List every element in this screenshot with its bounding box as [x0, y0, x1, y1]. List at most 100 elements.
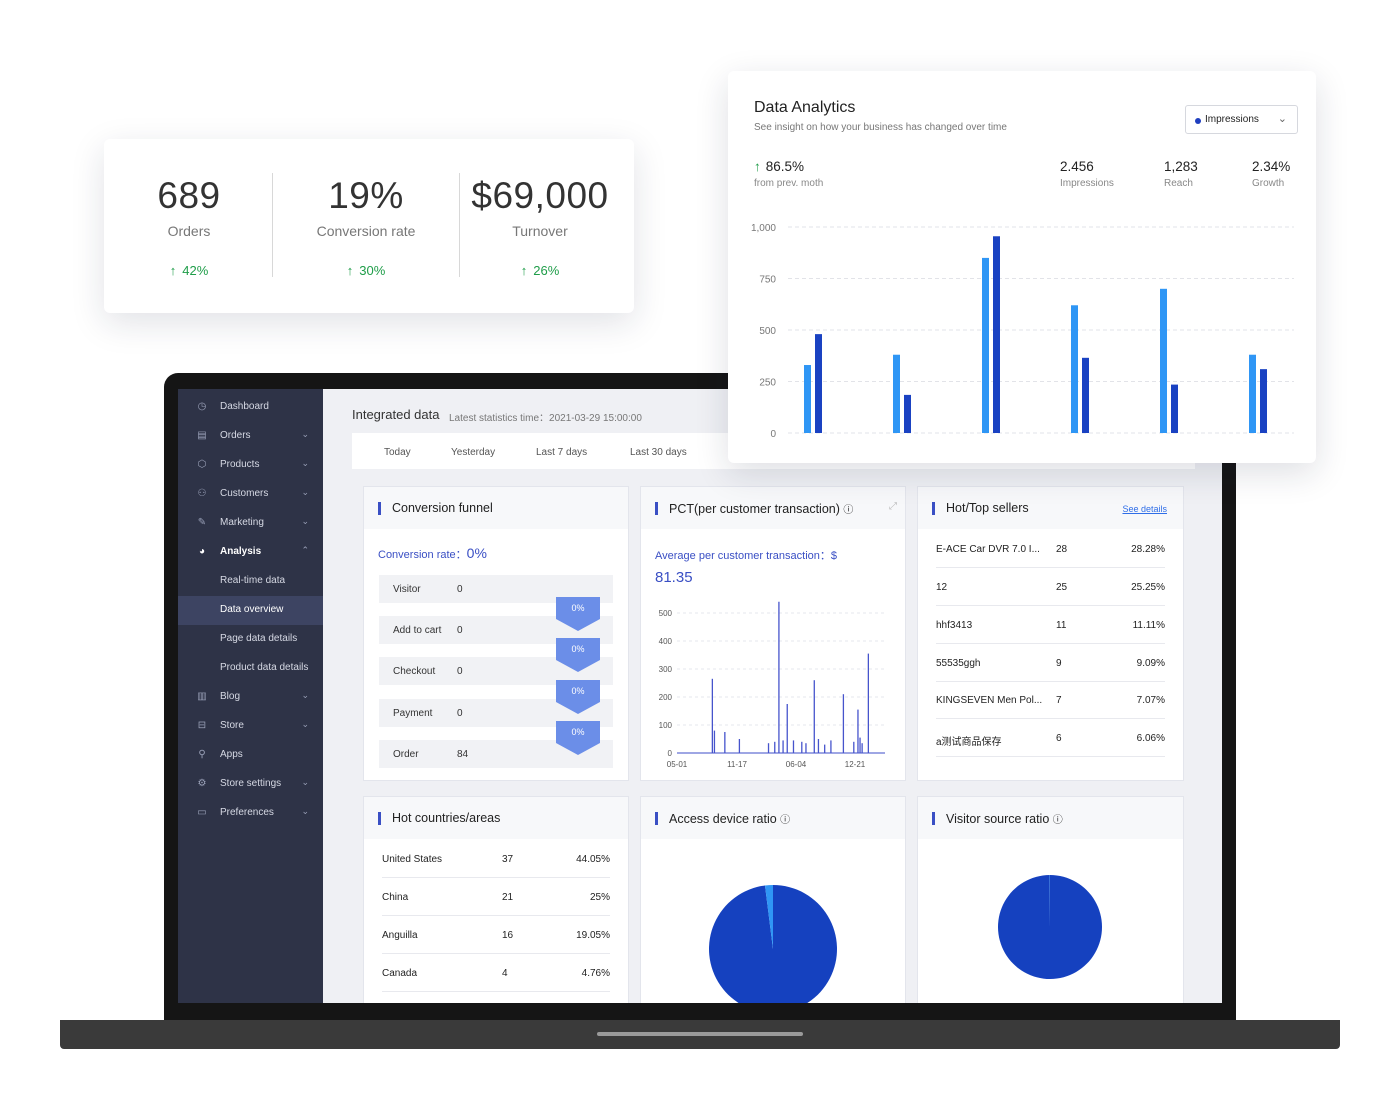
panel-header: Visitor source ratio ⓘ: [918, 797, 1183, 839]
table-row: United States 37 44.05%: [382, 840, 610, 878]
analytics-bar-chart: 0 250 500 750 1,000: [751, 223, 1294, 440]
sidebar-item-store-settings[interactable]: ⚙ Store settings ⌄: [178, 770, 323, 799]
visitor-source-panel: Visitor source ratio ⓘ: [917, 796, 1184, 1003]
divider: [459, 173, 460, 277]
panel-title: Hot countries/areas: [392, 811, 501, 825]
gear-icon: ⚙: [197, 778, 207, 789]
tab-last-7-days[interactable]: Last 7 days: [536, 447, 588, 458]
sidebar-item-label: Products: [220, 459, 260, 470]
sidebar-item-label: Page data details: [220, 633, 298, 644]
sidebar-item-real-time-data[interactable]: Real-time data: [178, 567, 323, 596]
panel-title: PCT(per customer transaction) ⓘ: [669, 502, 854, 516]
sidebar-item-products[interactable]: ⬡ Products ⌄: [178, 451, 323, 480]
stat-label: Conversion rate: [316, 223, 416, 239]
tab-today[interactable]: Today: [384, 447, 411, 458]
wrench-icon: ⚲: [198, 749, 206, 760]
chevron-down-icon: ⌄: [301, 487, 309, 497]
table-row: E-ACE Car DVR 7.0 I... 28 28.28%: [936, 530, 1165, 568]
see-details-link[interactable]: See details: [1122, 504, 1167, 514]
x-tick-label: 05-01: [667, 760, 688, 769]
sidebar-item-analysis[interactable]: ◕ Analysis ⌃: [178, 538, 323, 567]
sidebar-item-label: Product data details: [220, 662, 309, 673]
bar: [1171, 384, 1178, 433]
bar: [1082, 357, 1089, 433]
bar: [1160, 288, 1167, 433]
store-icon: ⊟: [197, 720, 207, 731]
conversion-funnel-panel: Conversion funnel Conversion rate：0% Vis…: [363, 486, 629, 781]
sidebar-item-preferences[interactable]: ▭ Preferences ⌄: [178, 799, 323, 828]
sidebar-item-dashboard[interactable]: ◷ Dashboard: [178, 393, 323, 422]
chevron-down-icon: ⌄: [301, 429, 309, 439]
help-icon[interactable]: ⓘ: [1052, 815, 1063, 826]
stats-card: 689 Orders ↑ 42% 19% Conversion rate ↑ 30%…: [104, 139, 634, 313]
bar: [1071, 305, 1078, 433]
divider: [272, 173, 273, 277]
bar: [804, 365, 811, 433]
panel-header: PCT(per customer transaction) ⓘ ⤢: [641, 487, 905, 529]
metric-reach: 1,283 Reach: [1164, 159, 1198, 189]
stat-change: ↑ 30%: [346, 263, 386, 278]
stat-change: ↑ 26%: [520, 263, 560, 278]
chevron-down-icon: ⌄: [1277, 113, 1287, 125]
stat-value: 19%: [328, 175, 404, 216]
y-tick-label: 500: [759, 326, 776, 337]
help-icon[interactable]: ⓘ: [843, 505, 854, 516]
y-tick-label: 300: [659, 665, 673, 674]
avg-transaction-label: Average per customer transaction：$: [655, 550, 837, 562]
y-tick-label: 100: [659, 721, 673, 730]
pie-slice: [997, 875, 1102, 979]
bar: [893, 354, 900, 433]
table-row: 55535ggh 9 9.09%: [936, 644, 1165, 682]
top-sellers-panel: Hot/Top sellers See details E-ACE Car DV…: [917, 486, 1184, 781]
table-row: Anguilla 16 19.05%: [382, 916, 610, 954]
help-icon[interactable]: ⓘ: [780, 815, 791, 826]
sidebar-item-blog[interactable]: ▥ Blog ⌄: [178, 683, 323, 712]
sidebar-item-orders[interactable]: ▤ Orders ⌄: [178, 422, 323, 451]
page-title: Integrated data: [352, 407, 440, 422]
chevron-down-icon: ⌄: [301, 806, 309, 816]
stat-label: Orders: [167, 223, 211, 239]
stat-orders: 689 Orders ↑ 42%: [104, 139, 274, 313]
sidebar-item-marketing[interactable]: ✎ Marketing ⌄: [178, 509, 323, 538]
sidebar-item-label: Store settings: [220, 778, 282, 789]
tab-yesterday[interactable]: Yesterday: [451, 447, 496, 458]
sidebar-item-product-data-details[interactable]: Product data details: [178, 654, 323, 683]
app-screen: ◷ Dashboard ▤ Orders ⌄ ⬡ Products ⌄ ⚇ Customers ⌄ ✎…: [178, 389, 1222, 1003]
document-icon: ▥: [197, 691, 207, 702]
y-tick-label: 400: [659, 637, 673, 646]
avg-transaction-value: 81.35: [655, 569, 693, 586]
expand-icon[interactable]: ⤢: [889, 501, 897, 512]
y-tick-label: 750: [759, 275, 776, 286]
table-row: China 21 25%: [382, 878, 610, 916]
y-tick-label: 500: [659, 609, 673, 618]
panel-title: Conversion funnel: [392, 501, 493, 515]
conversion-rate: Conversion rate：0%: [378, 545, 487, 562]
stat-conversion: 19% Conversion rate ↑ 30%: [274, 139, 458, 313]
table-row: Canada 4 4.76%: [382, 954, 610, 992]
y-tick-label: 200: [659, 693, 673, 702]
y-tick-label: 0: [770, 429, 776, 440]
panel-title: Access device ratio ⓘ: [669, 812, 791, 826]
sidebar-item-customers[interactable]: ⚇ Customers ⌄: [178, 480, 323, 509]
bar: [904, 394, 911, 433]
chevron-down-icon: ⌄: [301, 690, 309, 700]
funnel-step-rate: 0%: [556, 597, 600, 631]
analytics-title: Data Analytics: [754, 99, 856, 116]
sidebar-item-apps[interactable]: ⚲ Apps: [178, 741, 323, 770]
pct-chart: 0 100 200 300 400 500 05-01 11-17 06-04 12-21: [659, 601, 885, 769]
tab-last-30-days[interactable]: Last 30 days: [630, 447, 687, 458]
main-content: Integrated data Latest statistics time：2…: [323, 389, 1222, 1003]
metric-select[interactable]: Impressions ⌄: [1185, 105, 1298, 134]
series-dot: [1195, 118, 1201, 124]
funnel-step-rate: 0%: [556, 721, 600, 755]
sidebar-item-page-data-details[interactable]: Page data details: [178, 625, 323, 654]
sidebar-item-data-overview[interactable]: Data overview: [178, 596, 323, 625]
stat-change: ↑ 42%: [169, 263, 209, 278]
sidebar-item-store[interactable]: ⊟ Store ⌄: [178, 712, 323, 741]
conversion-rate-value: 0%: [466, 545, 487, 561]
x-tick-label: 11-17: [727, 760, 747, 769]
y-tick-label: 250: [759, 378, 776, 389]
metric-impressions: 2.456 Impressions: [1060, 159, 1114, 189]
users-icon: ⚇: [197, 488, 207, 499]
conversion-rate-label: Conversion rate：: [378, 549, 467, 561]
